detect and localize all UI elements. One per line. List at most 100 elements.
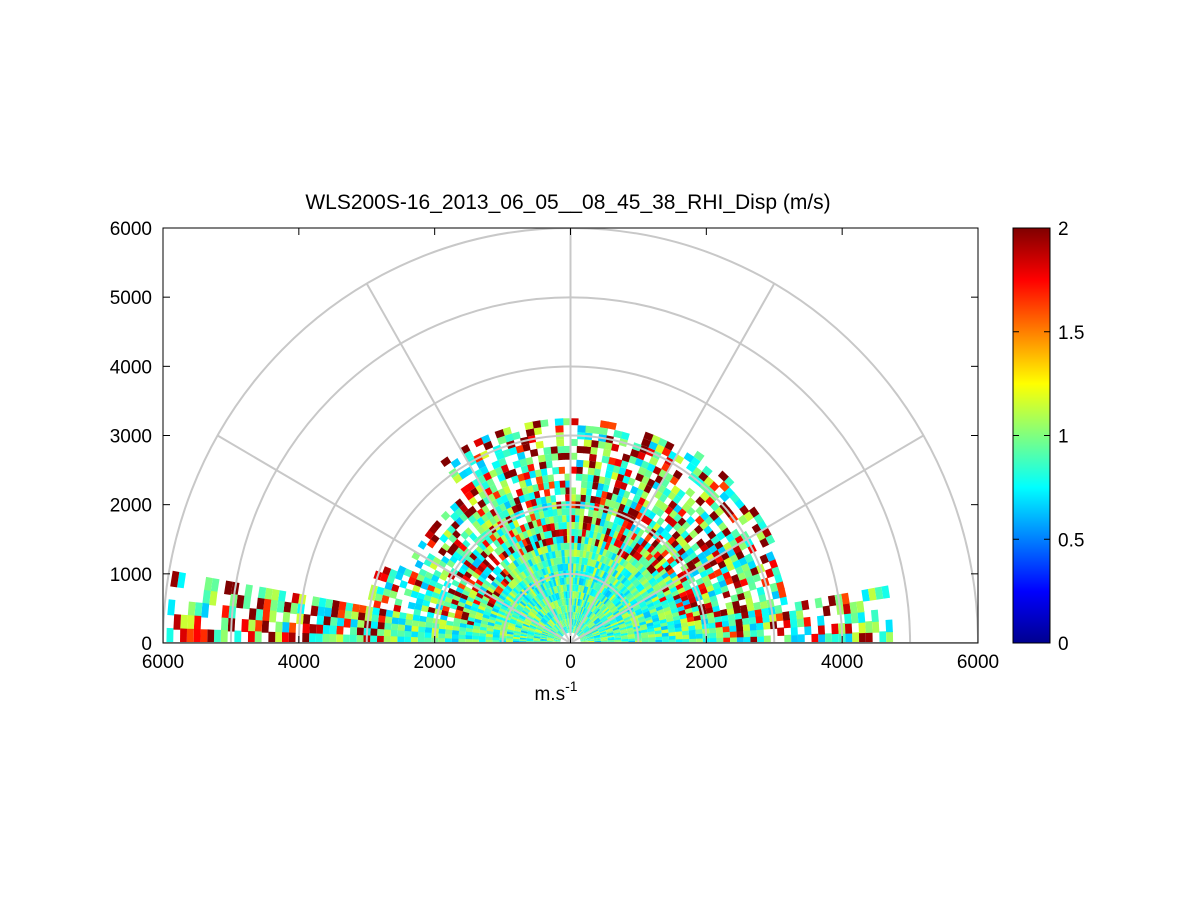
scan-cell <box>438 633 446 639</box>
scan-cell <box>763 621 771 630</box>
scan-cell <box>561 605 565 613</box>
scan-cell <box>547 637 554 640</box>
scan-cell <box>536 570 542 578</box>
scan-cell <box>689 638 697 643</box>
scan-cell <box>496 597 505 604</box>
scan-cell <box>392 610 400 619</box>
scan-cell <box>722 631 730 638</box>
scan-cell <box>554 487 561 496</box>
scan-cell <box>601 605 608 612</box>
scan-cell <box>207 629 215 643</box>
scan-cell <box>549 523 556 531</box>
scan-cell <box>533 556 539 565</box>
scan-cell <box>200 629 208 643</box>
scan-cell <box>597 625 605 630</box>
scan-cell <box>545 613 551 620</box>
scan-cell <box>664 505 674 516</box>
scan-cell <box>633 560 642 569</box>
scan-cell <box>583 626 589 632</box>
scan-cell <box>489 613 498 619</box>
scan-cell <box>549 558 555 566</box>
scan-cell <box>709 632 717 639</box>
scan-cell <box>536 603 543 610</box>
scan-cell <box>411 631 419 638</box>
scan-cell <box>695 505 706 516</box>
scan-cell <box>641 438 651 448</box>
scan-cell <box>552 626 559 632</box>
scan-cell <box>426 611 435 619</box>
scan-cell <box>623 468 633 478</box>
scan-cell <box>573 591 576 599</box>
scan-cell <box>662 635 669 640</box>
scan-cell <box>264 587 273 601</box>
scan-cell <box>556 622 561 629</box>
scan-cell <box>580 637 587 641</box>
scan-cell <box>615 602 623 609</box>
scan-cell <box>776 580 785 591</box>
scan-cell <box>645 573 654 582</box>
scan-cell <box>745 596 754 606</box>
scan-cell <box>626 629 635 633</box>
scan-cell <box>474 568 483 577</box>
scan-cell <box>525 568 532 576</box>
scan-cell <box>577 621 582 628</box>
scan-cell <box>579 592 583 600</box>
scan-cell <box>559 599 563 607</box>
scan-cell <box>633 542 641 551</box>
scan-cell <box>539 554 545 562</box>
scan-cell <box>628 638 635 642</box>
scan-cell <box>579 508 585 516</box>
scan-cell <box>574 619 578 627</box>
scan-cell <box>602 588 609 596</box>
scan-cell <box>651 505 660 515</box>
scan-cell <box>574 528 579 537</box>
scan-cell <box>358 604 367 614</box>
scan-cell <box>350 619 358 629</box>
scan-cell <box>558 630 564 636</box>
scan-cell <box>635 594 643 601</box>
scan-cell <box>459 578 468 587</box>
scan-cell <box>580 623 586 630</box>
scan-cell <box>562 612 565 620</box>
scan-cell <box>503 540 512 549</box>
scan-cell <box>527 632 535 636</box>
scan-cell <box>180 628 187 643</box>
scan-cell <box>472 511 481 521</box>
scan-cell <box>739 604 748 613</box>
scan-cell <box>725 601 734 610</box>
scan-cell <box>572 612 575 619</box>
scan-cell <box>496 528 505 537</box>
scan-cell <box>444 638 452 643</box>
scan-cell <box>624 620 632 625</box>
scan-cell <box>330 608 339 619</box>
scan-cell <box>595 489 603 498</box>
scan-cell <box>623 589 631 597</box>
scan-cell <box>415 597 424 606</box>
scan-cell <box>445 625 453 631</box>
scan-cell <box>466 620 475 626</box>
scan-cell <box>483 592 492 600</box>
scan-cell <box>578 591 582 599</box>
scan-cell <box>564 480 571 488</box>
scan-cell <box>677 586 686 594</box>
scan-cell <box>596 601 602 608</box>
scan-cell <box>558 599 562 607</box>
scan-cell <box>573 626 577 634</box>
scan-cell <box>539 609 546 616</box>
scan-cell <box>632 589 640 597</box>
scan-cell <box>626 546 634 555</box>
scan-cell <box>534 615 542 621</box>
scan-cell <box>735 618 743 626</box>
scan-cell <box>553 593 557 601</box>
scan-cell <box>672 593 681 601</box>
scan-cell <box>653 586 662 593</box>
scan-cell <box>629 548 637 557</box>
scan-cell <box>534 497 542 506</box>
scan-cell <box>633 534 641 543</box>
scan-cell <box>636 613 644 619</box>
scan-cell <box>509 618 517 623</box>
scan-cell <box>804 625 812 636</box>
scan-cell <box>557 515 563 523</box>
scan-cell <box>668 631 676 637</box>
scan-cell <box>616 548 624 557</box>
